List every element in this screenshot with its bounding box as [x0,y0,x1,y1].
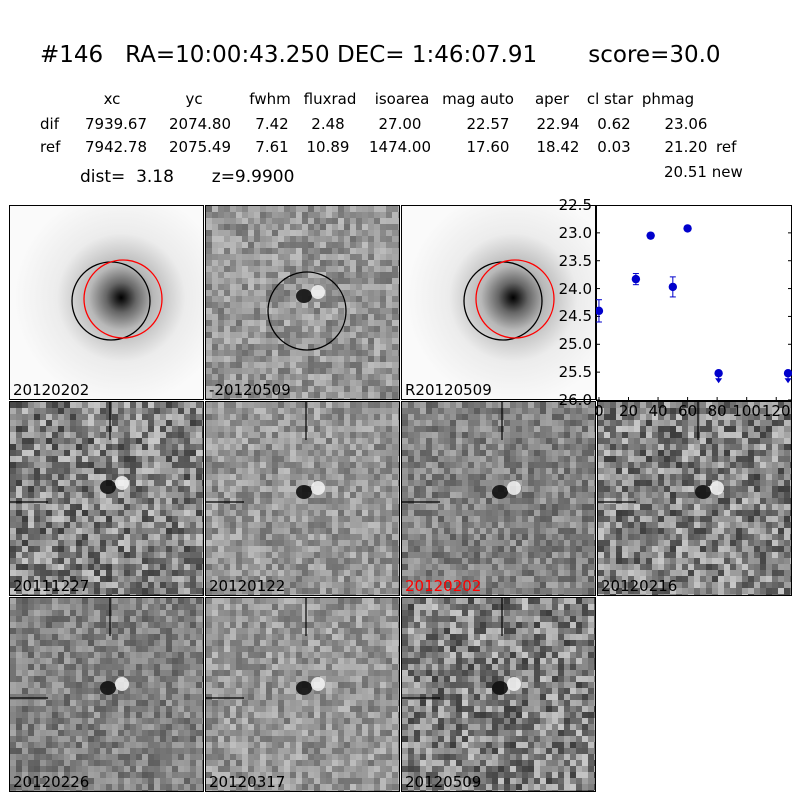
column-header: cl star [586,90,634,108]
table-cell: 2.48 [311,115,345,133]
image-panel: 20120226 [9,597,204,792]
table-cell: 1474.00 [368,138,432,156]
table-cell: 7942.78 [84,138,148,156]
row-label: dif [40,115,59,133]
table-cell: 7.61 [255,138,289,156]
upper-limit-point [783,369,792,378]
y-tick-label: 23.0 [558,223,592,242]
difference-image [10,598,203,791]
column-header: isoarea [374,90,430,108]
row-extra: ref [716,138,737,156]
image-panel: 20120202 [9,205,204,400]
data-point [683,224,692,233]
table-cell: 17.60 [466,138,510,156]
table-cell: 21.20 [664,138,708,156]
column-header: phmag [641,90,695,108]
table-cell: 7.42 [255,115,289,133]
table-cell: 22.94 [536,115,580,133]
x-tick-label: 40 [648,402,668,420]
table-cell: 27.00 [378,115,422,133]
y-tick-label: 22.5 [558,196,592,214]
upper-limit-point [714,369,723,378]
light-curve-chart [596,205,792,401]
table-cell: 0.03 [597,138,631,156]
x-tick-label: 120 [761,402,791,420]
table-cell: 23.06 [664,115,708,133]
panel-date-label: R20120509 [405,381,492,399]
panel-date-label: 20120122 [209,577,286,595]
plot-frame [596,205,792,401]
column-header: aper [534,90,570,108]
panel-date-label: 20120202 [13,381,90,399]
row-label: ref [40,138,61,156]
panel-date-label: 20120226 [13,773,90,791]
x-tick-label: 100 [732,402,761,420]
y-tick-label: 25.5 [558,363,592,382]
image-panel: 20120202 [401,401,596,596]
data-point [668,282,678,292]
table-cell: 7939.67 [84,115,148,133]
image-panel: 20120509 [401,597,596,792]
page-title: #146 RA=10:00:43.250 DEC= 1:46:07.91 sco… [40,42,721,68]
difference-image [402,598,595,791]
panel-date-label: 20111227 [13,577,90,595]
galaxy-image [10,206,203,399]
column-header: xc [103,90,121,108]
difference-image [598,402,791,595]
image-panel: -20120509 [205,205,400,400]
x-tick-label: 0 [594,402,604,420]
table-cell: 2075.49 [168,138,232,156]
column-header: mag auto [442,90,514,108]
galaxy-image [402,206,595,399]
y-tick-label: 26.0 [558,391,592,409]
image-panel: 20120216 [597,401,792,596]
column-header: fwhm [249,90,291,108]
x-tick-label: 20 [618,402,639,420]
y-tick-label: 23.5 [558,251,592,270]
y-tick-label: 24.5 [558,307,592,326]
upper-limit-arrow [784,378,792,384]
new-mag-label: 20.51 new [664,163,743,181]
table-cell: 18.42 [536,138,580,156]
data-point [596,306,604,316]
difference-image [206,402,399,595]
difference-image [206,206,399,399]
data-point [631,274,641,284]
table-cell: 2074.80 [168,115,232,133]
panel-date-label: 20120509 [405,773,482,791]
x-tick-label: 80 [707,402,727,420]
difference-image [402,402,595,595]
table-cell: 0.62 [597,115,631,133]
image-panel: 20120317 [205,597,400,792]
x-tick-label: 60 [678,402,698,420]
panel-date-label: 20120216 [601,577,678,595]
difference-image [206,598,399,791]
difference-image [10,402,203,595]
dist-z-line: dist= 3.18 z=9.9900 [80,167,295,187]
y-tick-label: 24.0 [558,279,592,298]
image-panel: 20120122 [205,401,400,596]
column-header: yc [185,90,203,108]
table-cell: 10.89 [306,138,350,156]
panel-date-label: 20120202 [405,577,482,595]
panel-date-label: -20120509 [209,381,291,399]
table-cell: 22.57 [466,115,510,133]
image-panel: 20111227 [9,401,204,596]
y-tick-label: 25.0 [558,335,592,354]
upper-limit-arrow [715,378,723,384]
image-panel: R20120509 [401,205,596,400]
panel-date-label: 20120317 [209,773,286,791]
data-point [646,231,655,240]
column-header: fluxrad [303,90,357,108]
